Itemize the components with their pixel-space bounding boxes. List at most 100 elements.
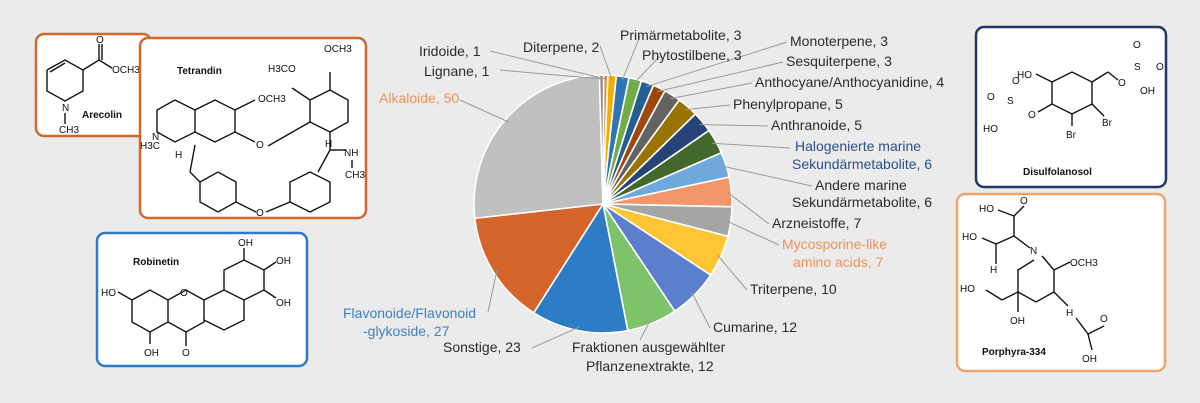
label-triterpene: Triterpene, 10 <box>750 281 837 297</box>
tetrandin-atom-h3co: H3CO <box>268 64 296 75</box>
leader-line <box>712 142 791 149</box>
label-anthocyane: Anthocyane/Anthocyanidine, 4 <box>755 74 944 90</box>
arecolin-structure: O OCH3 N CH3 <box>46 35 140 136</box>
robinetin-box: Robinetin OH OH OH O O HO OH <box>95 231 309 368</box>
disulfolanosol-atom-o4: O <box>1028 110 1036 121</box>
leader-line <box>727 191 770 225</box>
porphyra-atom-ho2: HO <box>962 232 977 243</box>
label-phytostilbene: Phytostilbene, 3 <box>642 47 742 63</box>
leader-line <box>716 254 748 291</box>
robinetin-atom-oh3: OH <box>276 298 291 309</box>
porphyra-atom-och3: OCH3 <box>1070 258 1098 269</box>
disulfolanosol-atom-br2: Br <box>1066 130 1077 141</box>
tetrandin-atom-ch3: CH3 <box>345 170 365 181</box>
label-flavonoide-2: -glykoside, 27 <box>363 323 450 339</box>
porphyra-atom-oh: OH <box>1082 354 1097 365</box>
pie-slice <box>598 74 605 205</box>
label-anthranoide: Anthranoide, 5 <box>771 117 862 133</box>
label-mycosporine-1: Mycosporine-like <box>782 236 887 252</box>
arecolin-name: Arecolin <box>82 110 122 121</box>
porphyra-atom-ch3: H <box>990 265 997 276</box>
leader-line <box>489 50 606 80</box>
tetrandin-atom-n: N <box>152 132 159 143</box>
leader-lines <box>459 35 813 349</box>
leader-line <box>531 326 581 349</box>
label-diterpene: Diterpene, 2 <box>523 39 599 55</box>
leader-line <box>487 269 498 313</box>
porphyra-atom-oh2: OH <box>1010 316 1025 327</box>
porphyra-atom-n1: N <box>1030 246 1037 257</box>
disulfolanosol-atom-oh1: OH <box>1140 86 1155 97</box>
arecolin-atom-och3: OCH3 <box>112 65 140 76</box>
robinetin-atom-oh4: OH <box>144 348 159 359</box>
leader-line <box>684 104 731 111</box>
label-halogenierte-1: Halogenierte marine <box>795 138 921 154</box>
disulfolanosol-atom-ho: HO <box>1017 70 1032 81</box>
label-monoterpene: Monoterpene, 3 <box>790 33 888 49</box>
leader-line <box>726 220 780 246</box>
tetrandin-atom-h2: H <box>325 139 332 150</box>
robinetin-name: Robinetin <box>133 257 179 268</box>
disulfolanosol-atom-o1: O <box>1118 78 1126 89</box>
leader-line <box>499 69 602 80</box>
arecolin-box: O OCH3 N CH3 Arecolin <box>34 32 153 138</box>
disulfolanosol-atom-o3: O <box>1156 62 1164 73</box>
leader-line <box>721 165 813 187</box>
tetrandin-atom-o-a: O <box>256 140 264 151</box>
leader-line <box>633 55 661 84</box>
leader-line <box>599 45 613 80</box>
arecolin-atom-n: N <box>62 103 69 114</box>
pie-chart <box>473 74 733 334</box>
label-primaermetabolite: Primärmetabolite, 3 <box>620 27 742 43</box>
disulfolanosol-atom-ho2: HO <box>983 124 998 135</box>
arecolin-atom-o1: O <box>96 35 104 46</box>
label-phenylpropane: Phenylpropane, 5 <box>733 96 843 112</box>
robinetin-atom-oh1: OH <box>238 238 253 249</box>
label-sonstige: Sonstige, 23 <box>443 339 521 355</box>
disulfolanosol-name: Disulfolanosol <box>1023 167 1092 178</box>
porphyra-box: HO O HO H N OCH3 H O OH HO O <box>955 192 1167 373</box>
robinetin-atom-o: O <box>180 288 188 299</box>
leader-line <box>639 319 652 341</box>
porphyra-atom-o1: O <box>1020 196 1028 207</box>
disulfolanosol-atom-s1: S <box>1134 62 1141 73</box>
tetrandin-atom-och3-b: OCH3 <box>324 44 352 55</box>
label-cumarine: Cumarine, 12 <box>713 319 797 335</box>
arecolin-atom-ch3: CH3 <box>59 125 79 136</box>
tetrandin-atom-o-b: O <box>256 208 264 219</box>
disulfolanosol-atom-o6: O <box>1012 76 1020 87</box>
porphyra-atom-o2: O <box>1100 314 1108 325</box>
leader-line <box>645 41 788 88</box>
pie-labels: Iridoide, 1 Lignane, 1 Diterpene, 2 Prim… <box>343 27 944 374</box>
robinetin-atom-o2: O <box>182 348 190 359</box>
disulfolanosol-atom-s2: S <box>1007 96 1014 107</box>
tetrandin-atom-nh: NH <box>344 148 358 159</box>
pie-slice <box>532 201 629 334</box>
leader-line <box>699 124 769 127</box>
leader-line <box>621 35 641 81</box>
leader-line <box>691 291 711 329</box>
porphyra-atom-nh: H <box>1066 308 1073 319</box>
label-lignane: Lignane, 1 <box>424 63 490 79</box>
label-andere-2: Sekundärmetabolite, 6 <box>792 194 932 210</box>
disulfolanosol-atom-br1: Br <box>1102 118 1113 129</box>
robinetin-atom-oh2: OH <box>276 256 291 267</box>
robinetin-atom-ho: HO <box>101 288 116 299</box>
label-sesquiterpene: Sesquiterpene, 3 <box>786 53 892 69</box>
label-iridoide: Iridoide, 1 <box>419 43 481 59</box>
tetrandin-atom-och3-a: OCH3 <box>258 94 286 105</box>
robinetin-structure: OH OH OH O O HO OH <box>101 238 291 359</box>
leader-line <box>459 99 509 123</box>
disulfolanosol-atom-o5: O <box>987 92 995 103</box>
label-mycosporine-2: amino acids, 7 <box>793 254 883 270</box>
label-halogenierte-2: Sekundärmetabolite, 6 <box>792 156 932 172</box>
disulfolanosol-atom-o2: O <box>1133 40 1141 51</box>
tetrandin-atom-h3c: H3C <box>140 141 160 152</box>
label-andere-1: Andere marine <box>815 177 907 193</box>
disulfolanosol-structure: HO O S O O OH Br Br O S O O HO <box>983 40 1164 141</box>
label-fraktionen-2: Pflanzenextrakte, 12 <box>586 358 714 374</box>
porphyra-structure: HO O HO H N OCH3 H O OH HO O <box>960 196 1108 365</box>
label-fraktionen-1: Fraktionen ausgewählter <box>572 339 726 355</box>
